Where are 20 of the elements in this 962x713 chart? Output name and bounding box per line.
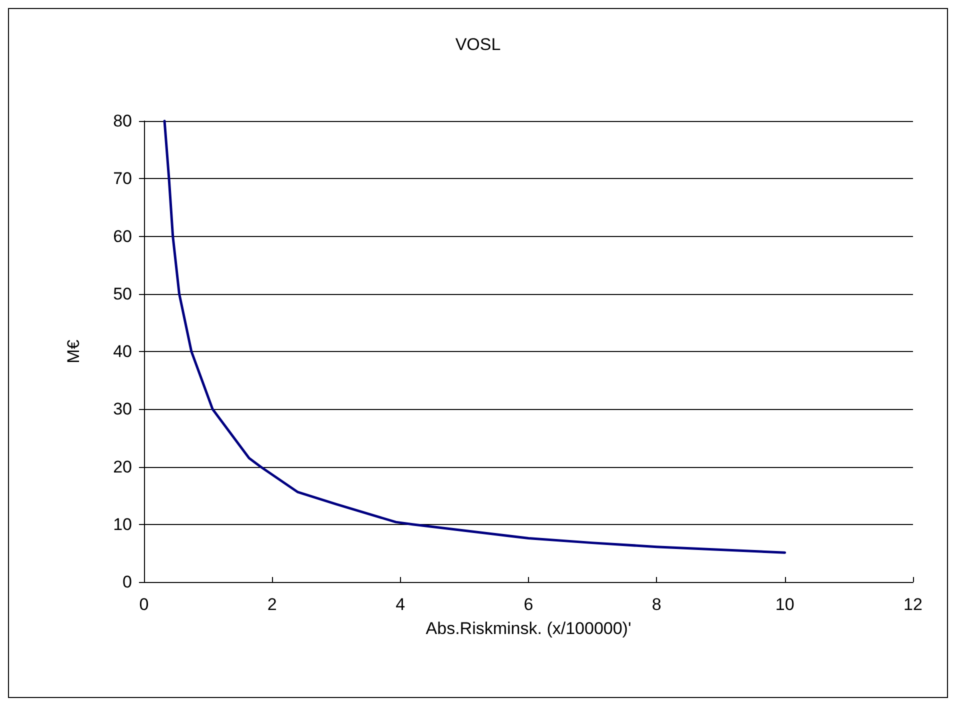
y-tick-label: 70 (113, 169, 132, 188)
x-tick-label: 4 (396, 595, 406, 614)
chart-title: VOSL (455, 35, 501, 54)
y-tick-label: 50 (113, 284, 132, 304)
x-tick-label: 8 (652, 595, 662, 614)
x-tick-label: 10 (775, 595, 794, 614)
x-axis-title: Abs.Riskminsk. (x/100000)' (426, 619, 632, 638)
y-tick-label: 30 (113, 400, 132, 419)
y-tick-label: 60 (113, 226, 132, 246)
y-tick-label: 80 (113, 112, 132, 130)
x-tick-label: 12 (904, 595, 922, 614)
y-tick-label: 20 (113, 457, 132, 476)
line-series (163, 120, 786, 554)
y-tick-label: 0 (122, 572, 132, 592)
y-axis-title: M€ (64, 339, 83, 364)
x-tick-label: 2 (267, 595, 277, 614)
x-tick-label: 6 (524, 595, 534, 614)
x-tick-label: 0 (139, 595, 149, 614)
y-tick-label: 10 (113, 514, 132, 534)
y-tick-label: 40 (113, 342, 132, 361)
